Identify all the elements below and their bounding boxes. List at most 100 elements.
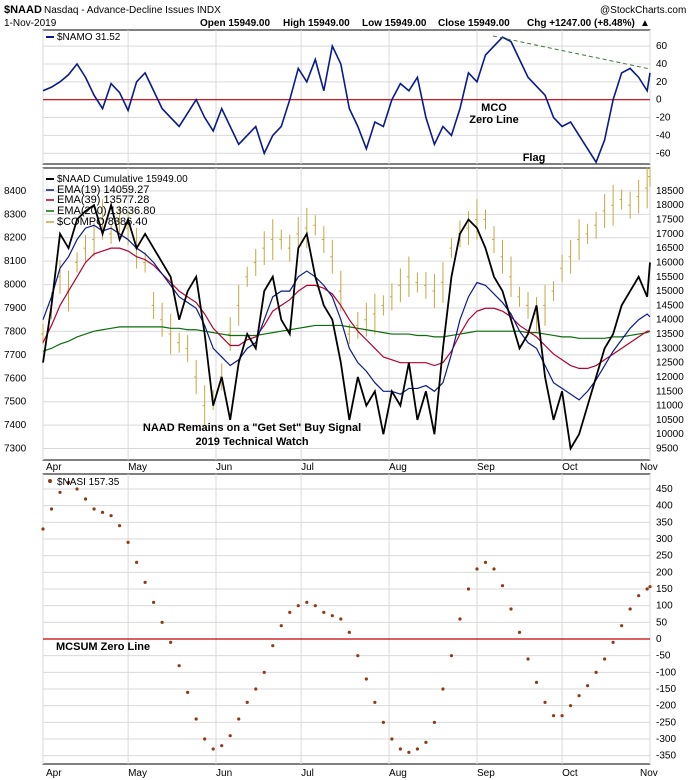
mco-zero-line-label: Zero Line <box>469 114 519 126</box>
chg-label: Chg +1247.00 (+8.48%) <box>527 18 635 29</box>
chg-arrow-icon: ▲ <box>640 18 650 29</box>
naad-right-tick-label: 10500 <box>656 415 684 426</box>
month-tick-label: Jul <box>301 768 314 779</box>
nasi-point <box>237 717 241 721</box>
month-tick-label: Aug <box>389 768 407 779</box>
naad-left-tick-label: 7400 <box>4 420 27 431</box>
nasi-point <box>648 585 652 589</box>
panel-bottom-frame <box>42 473 651 765</box>
naad-left-tick-label: 8300 <box>4 209 27 220</box>
namo-tick-label: 40 <box>656 59 668 70</box>
compo-legend: $COMPO 8386.40 <box>57 216 148 228</box>
month-tick-label: Jun <box>216 768 232 779</box>
buy-signal-label: NAAD Remains on a "Get Set" Buy Signal <box>143 422 361 434</box>
month-tick-label: May <box>128 768 147 779</box>
naad-right-tick-label: 15500 <box>656 272 684 283</box>
month-tick-label: Nov <box>640 462 658 473</box>
nasi-point <box>254 687 258 691</box>
nasi-point <box>75 487 79 491</box>
nasi-point <box>432 720 437 724</box>
nasi-tick-label: -350 <box>656 751 676 762</box>
nasi-tick-label: 150 <box>656 584 673 595</box>
nasi-point <box>347 630 351 634</box>
mco-label: MCO <box>481 102 507 114</box>
nasi-point <box>194 717 198 721</box>
naad-left-tick-label: 7600 <box>4 373 27 384</box>
namo-tick-label: 0 <box>656 95 662 106</box>
nasi-tick-label: -300 <box>656 734 676 745</box>
nasi-point <box>398 747 402 751</box>
nasi-point <box>228 734 232 738</box>
nasi-point <box>126 540 130 544</box>
nasi-point <box>177 664 181 668</box>
month-tick-label: Jun <box>216 462 232 473</box>
nasi-point <box>143 580 147 584</box>
nasi-point <box>585 684 590 688</box>
ema200-series-line <box>42 324 651 352</box>
nasi-tick-label: -250 <box>656 717 676 728</box>
nasi-tick-label: -200 <box>656 701 676 712</box>
nasi-point <box>364 677 368 681</box>
series-layer <box>41 36 652 754</box>
nasi-point <box>551 714 556 718</box>
date-label: 1-Nov-2019 <box>4 18 57 29</box>
namo-tick-label: 20 <box>656 77 668 88</box>
nasi-point <box>109 514 113 518</box>
naad-right-tick-label: 11000 <box>656 401 684 412</box>
nasi-point <box>534 680 539 684</box>
nasi-point <box>296 604 300 608</box>
nasi-point <box>390 737 394 741</box>
naad-right-tick-label: 18500 <box>656 186 684 197</box>
low-label: Low 15949.00 <box>362 18 427 29</box>
naad-right-tick-label: 14500 <box>656 300 684 311</box>
nasi-tick-label: 100 <box>656 601 673 612</box>
naad-left-tick-label: 7700 <box>4 350 27 361</box>
nasi-point <box>517 630 522 634</box>
nasi-point <box>509 607 513 611</box>
month-tick-label: Oct <box>562 768 578 779</box>
flag-trendline <box>492 35 651 70</box>
nasi-point <box>322 610 326 614</box>
nasi-point <box>100 510 105 514</box>
nasi-tick-label: 300 <box>656 534 673 545</box>
ema39-legend: EMA(39) 13577.28 <box>57 194 149 206</box>
nasi-point <box>160 620 164 624</box>
nasi-point <box>117 524 122 528</box>
nasi-tick-label: 450 <box>656 484 673 495</box>
nasi-legend-swatch <box>48 479 52 483</box>
nasi-tick-label: 0 <box>656 634 662 645</box>
naad-left-tick-label: 8100 <box>4 256 27 267</box>
namo-legend: $NAMO 31.52 <box>57 32 121 43</box>
nasi-tick-label: 250 <box>656 551 673 562</box>
nasi-tick-label: 50 <box>656 617 668 628</box>
naad-right-tick-label: 15000 <box>656 286 684 297</box>
nasi-point <box>543 700 547 704</box>
month-tick-label: Jul <box>301 462 314 473</box>
naad-series-line <box>42 201 651 452</box>
axis-layer: Apr Apr May May Jun Jun Jul Jul Aug Aug Sep Sep Oct O… <box>4 41 684 779</box>
naad-right-tick-label: 9500 <box>656 444 679 455</box>
technical-watch-label: 2019 Technical Watch <box>195 436 308 448</box>
namo-tick-label: 60 <box>656 41 668 52</box>
ema19-series-line <box>42 224 651 401</box>
month-tick-label: Sep <box>477 462 495 473</box>
nasi-point <box>466 587 471 591</box>
naad-right-tick-label: 14000 <box>656 315 684 326</box>
naad-right-tick-label: 13000 <box>656 343 684 354</box>
naad-right-tick-label: 16000 <box>656 257 684 268</box>
nasi-point <box>330 614 334 618</box>
nasi-point <box>220 744 224 748</box>
month-tick-label: Oct <box>562 462 578 473</box>
nasi-point <box>577 694 581 698</box>
nasi-point <box>603 657 607 661</box>
namo-tick-label: -60 <box>656 148 671 159</box>
grid-layer <box>42 30 651 764</box>
nasi-point <box>49 507 54 511</box>
nasi-point <box>279 624 283 628</box>
month-tick-label: Apr <box>46 462 62 473</box>
month-tick-label: May <box>128 462 147 473</box>
nasi-point <box>66 480 71 484</box>
nasi-point <box>637 594 641 598</box>
nasi-legend: $NASI 157.35 <box>57 477 120 488</box>
